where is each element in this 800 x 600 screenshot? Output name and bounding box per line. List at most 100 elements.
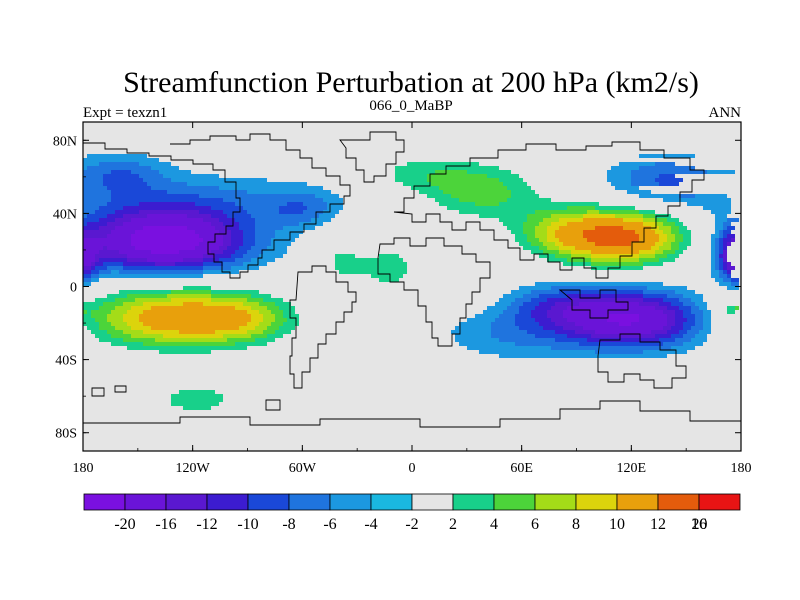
field-cell	[255, 326, 267, 330]
field-cell	[655, 218, 667, 222]
coastline-eurasia	[393, 141, 705, 279]
field-cell	[187, 226, 215, 230]
center-string: 066_0_MaBP	[369, 98, 452, 114]
field-cell	[159, 350, 211, 354]
field-cell	[103, 178, 143, 182]
field-cell	[499, 202, 599, 206]
x-tick-label: 60E	[510, 461, 533, 476]
field-cell	[691, 298, 703, 302]
field-cell	[539, 222, 551, 226]
field-cell	[667, 306, 679, 310]
field-cell	[703, 206, 731, 210]
field-cell	[539, 302, 555, 306]
field-cell	[99, 226, 115, 230]
field-cell	[203, 266, 231, 270]
field-cell	[715, 250, 719, 254]
field-cell	[687, 318, 695, 322]
field-cell	[543, 242, 555, 246]
field-cell	[199, 194, 315, 198]
field-cell	[83, 306, 99, 310]
field-cell	[107, 330, 123, 334]
field-cell	[591, 258, 639, 262]
field-cell	[275, 234, 299, 238]
field-cell	[643, 214, 655, 218]
field-cell	[259, 310, 271, 314]
colorbar-label: -8	[282, 516, 295, 533]
field-cell	[475, 314, 499, 318]
field-cell	[223, 234, 231, 238]
field-cell	[223, 238, 231, 242]
field-cell	[567, 222, 643, 226]
field-cell	[567, 306, 655, 310]
field-cell	[655, 242, 663, 246]
field-cell	[115, 218, 131, 222]
field-cell	[283, 322, 299, 326]
field-cell	[571, 250, 591, 254]
field-cell	[143, 302, 183, 306]
x-tick-label: 120E	[617, 461, 647, 476]
field-cell	[715, 226, 723, 230]
field-cell	[727, 266, 735, 270]
field-cell	[83, 254, 95, 258]
field-cell	[235, 250, 247, 254]
field-cell	[111, 194, 199, 198]
field-cell	[607, 174, 631, 178]
field-cell	[711, 258, 715, 262]
field-cell	[663, 342, 683, 346]
field-cell	[655, 250, 663, 254]
field-cell	[719, 258, 723, 262]
field-cell	[335, 266, 407, 270]
colorbar-box	[247, 493, 290, 511]
field-cell	[639, 254, 655, 258]
field-cell	[667, 218, 679, 222]
field-cell	[667, 294, 683, 298]
field-cell	[711, 250, 715, 254]
coastline-south-america	[289, 265, 357, 389]
field-cell	[491, 330, 527, 334]
field-cell	[659, 246, 671, 250]
field-cell	[231, 238, 243, 242]
field-cell	[531, 310, 547, 314]
field-cell	[695, 302, 707, 306]
field-cell	[303, 210, 323, 214]
field-cell	[735, 306, 739, 310]
x-tick-label: 60W	[289, 461, 317, 476]
field-cell	[271, 310, 283, 314]
field-cell	[535, 226, 547, 230]
field-cell	[431, 182, 503, 186]
field-cell	[227, 338, 255, 342]
field-cell	[111, 270, 119, 274]
field-cell	[275, 230, 303, 234]
field-cell	[179, 330, 215, 334]
field-cell	[83, 302, 103, 306]
field-cell	[83, 310, 87, 314]
field-cell	[547, 310, 563, 314]
field-cell	[151, 166, 179, 170]
field-cell	[103, 246, 107, 250]
field-cell	[91, 278, 99, 282]
field-cell	[211, 214, 227, 218]
field-cell	[707, 170, 735, 174]
field-cell	[539, 238, 547, 242]
field-cell	[215, 226, 227, 230]
field-cell	[83, 322, 99, 326]
field-cell	[459, 342, 515, 346]
field-cell	[223, 222, 239, 226]
field-cell	[171, 398, 223, 402]
field-cell	[727, 310, 735, 314]
field-cell	[567, 258, 591, 262]
field-cell	[219, 186, 323, 190]
field-cell	[99, 274, 203, 278]
field-cell	[95, 318, 107, 322]
y-tick-label: 0	[70, 281, 77, 296]
field-cell	[83, 202, 107, 206]
field-cell	[95, 334, 111, 338]
field-cell	[123, 206, 211, 210]
field-cell	[259, 302, 275, 306]
field-cell	[667, 234, 675, 238]
field-cell	[111, 230, 135, 234]
field-cell	[539, 294, 567, 298]
field-cell	[583, 234, 639, 238]
colorbar-box	[575, 493, 618, 511]
field-cell	[223, 334, 251, 338]
